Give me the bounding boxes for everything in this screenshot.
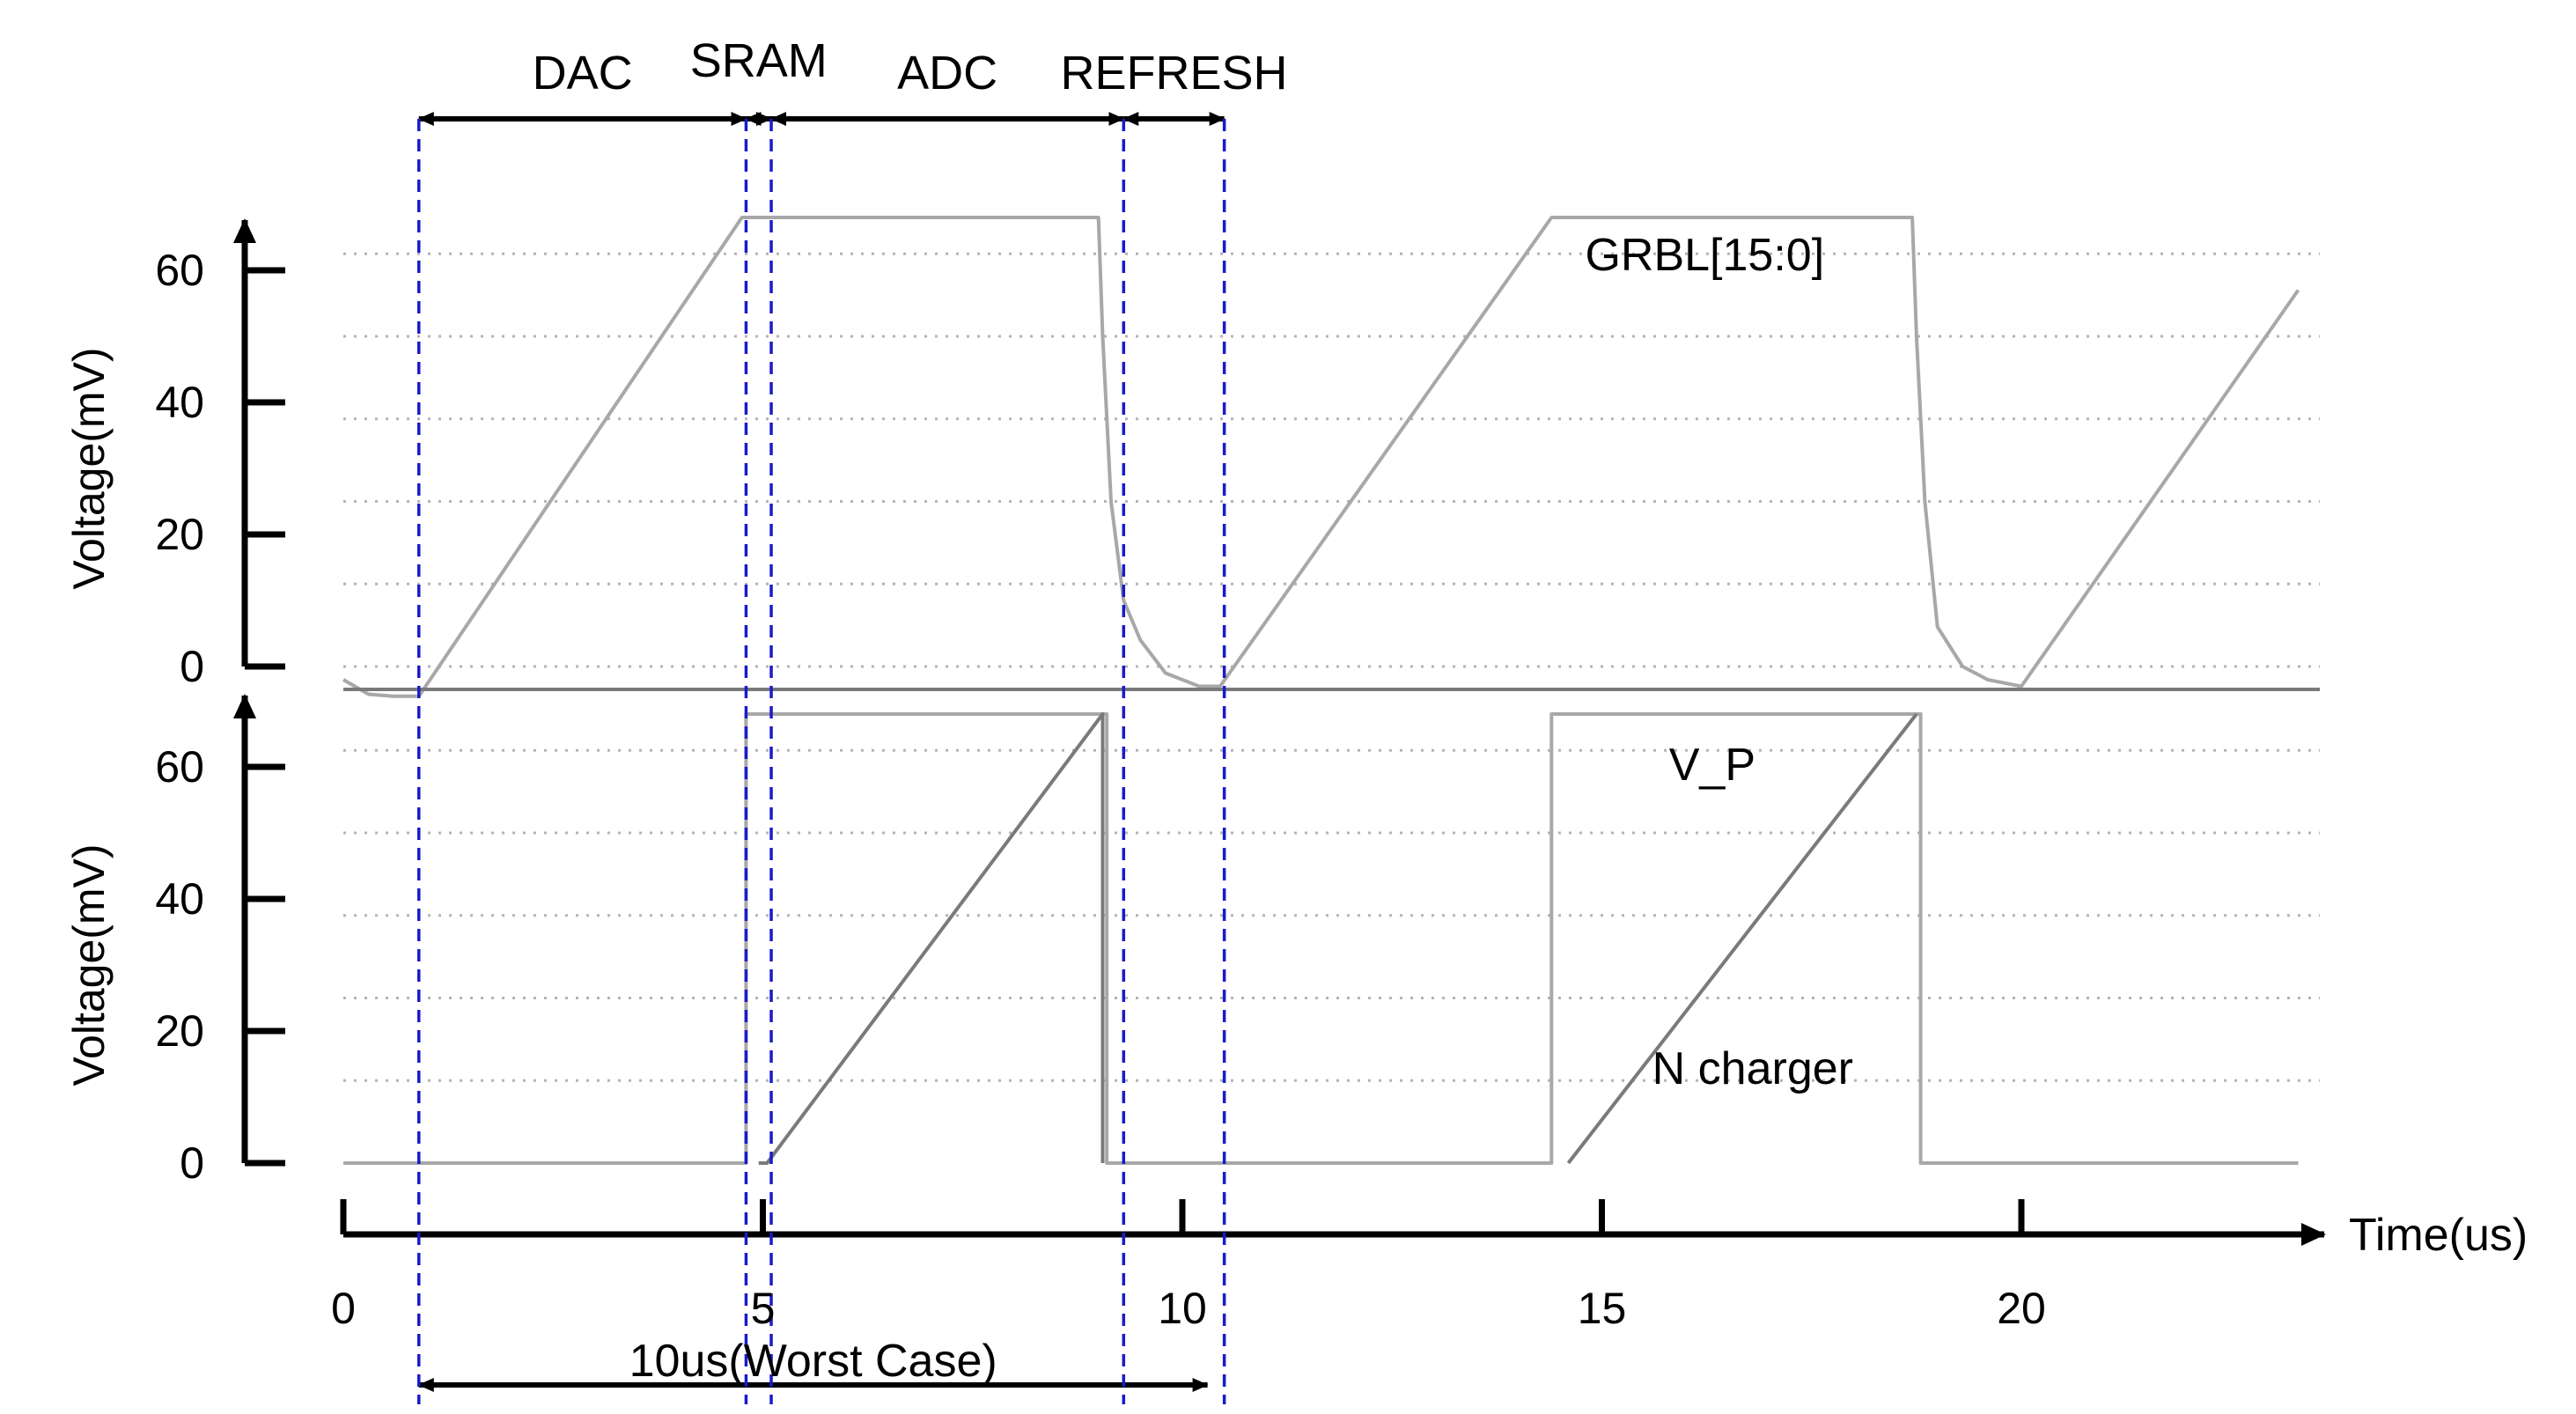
grid-lines — [343, 252, 2320, 1082]
x-axis-label: Time(us) — [2349, 1210, 2528, 1261]
phase-label-adc: ADC — [897, 47, 997, 99]
panel1-y-axis-label: Voltage(mV) — [64, 347, 114, 589]
panel1-y-tick-label: 40 — [155, 378, 204, 427]
series-n-charger-line — [758, 712, 1918, 1165]
panel1-y-tick-label: 60 — [155, 246, 204, 295]
panel2-y-tick-label: 20 — [155, 1006, 204, 1056]
panel2-y-tick-label: 40 — [155, 874, 204, 924]
x-tick-label: 10 — [1158, 1284, 1207, 1333]
series-grbl-15-0--line — [342, 216, 2300, 698]
x-tick-label: 20 — [1997, 1284, 2046, 1333]
annotation-v-p: V_P — [1669, 740, 1755, 791]
x-tick-label: 5 — [751, 1284, 776, 1333]
panel2-y-axis-label: Voltage(mV) — [64, 843, 114, 1086]
annotation-n-charger: N charger — [1652, 1043, 1853, 1094]
series-v-p-line — [343, 712, 2299, 1165]
panel2-y-tick-label: 60 — [155, 742, 204, 792]
x-tick-label: 15 — [1578, 1284, 1627, 1333]
panel1-y-tick-label: 0 — [180, 642, 204, 691]
panel1-y-tick-label: 20 — [155, 510, 204, 559]
phase-markers — [417, 119, 1226, 1404]
phase-label-refresh: REFRESH — [1060, 47, 1287, 99]
panel2-y-tick-label: 0 — [180, 1138, 204, 1188]
phase-label-dac: DAC — [533, 47, 633, 99]
axes — [233, 112, 2326, 1392]
worst-case-label: 10us(Worst Case) — [629, 1336, 997, 1387]
chart-labels: 0 20 40 60 Voltage(mV) GRBL[15:0] 0 20 40 60 Volta… — [64, 34, 2528, 1387]
phase-label-sram: SRAM — [690, 34, 828, 87]
x-tick-label: 0 — [331, 1284, 356, 1333]
annotation-grbl-15-0-: GRBL[15:0] — [1585, 230, 1824, 281]
